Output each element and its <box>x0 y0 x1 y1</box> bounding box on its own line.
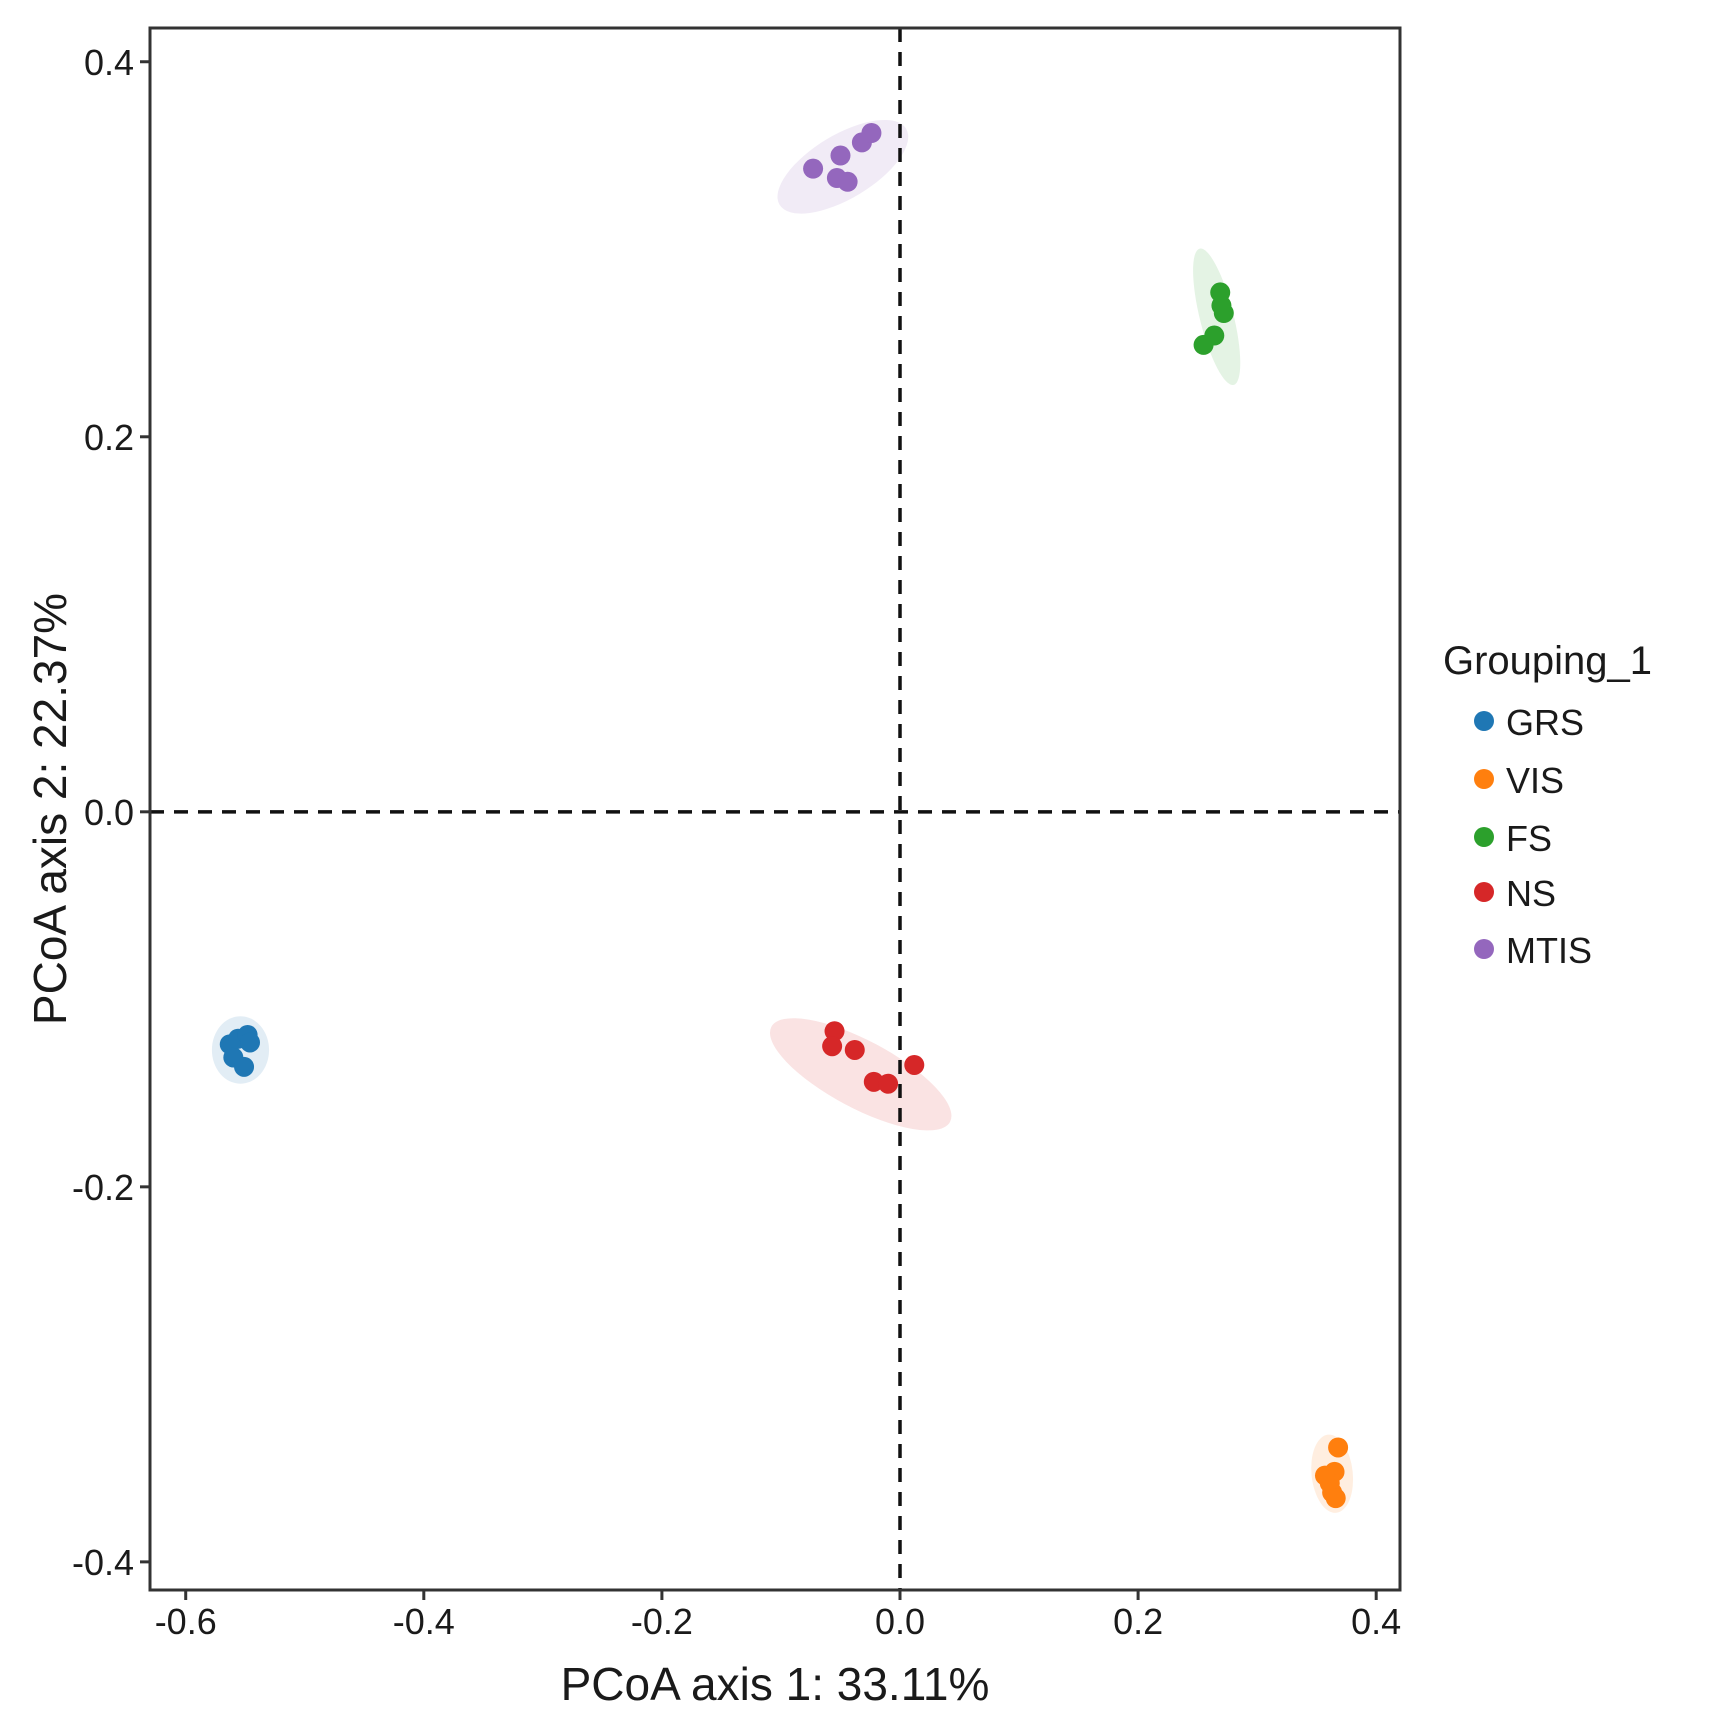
point-ns-5 <box>878 1073 899 1094</box>
data-points <box>219 123 1349 1509</box>
legend-label-mtis: MTIS <box>1506 930 1592 971</box>
y-axis-title: PCoA axis 2: 22.37% <box>24 593 76 1025</box>
point-ns-1 <box>824 1021 845 1042</box>
legend-title: Grouping_1 <box>1443 639 1652 683</box>
reference-lines <box>150 28 1400 1590</box>
point-fs-5 <box>1193 334 1214 355</box>
confidence-ellipses <box>211 119 1354 1513</box>
legend-key-mtis <box>1474 939 1494 959</box>
y-tick-label: 0.0 <box>84 792 134 833</box>
y-tick-label: -0.2 <box>72 1167 134 1208</box>
point-mtis-4 <box>837 171 858 192</box>
plot-frame <box>148 26 1402 1592</box>
x-tick-label: -0.2 <box>631 1601 693 1642</box>
legend: Grouping_1 GRS VIS FS NS MTIS <box>1443 639 1652 971</box>
legend-items: GRS VIS FS NS MTIS <box>1474 702 1592 971</box>
x-axis-title: PCoA axis 1: 33.11% <box>561 1658 990 1710</box>
x-tick-label: -0.6 <box>155 1601 217 1642</box>
legend-label-fs: FS <box>1506 818 1552 859</box>
x-tick-label: 0.2 <box>1113 1601 1163 1642</box>
point-mtis-2 <box>830 145 851 166</box>
y-tick-label: 0.2 <box>84 417 134 458</box>
legend-key-fs <box>1474 827 1494 847</box>
point-vis-1 <box>1328 1437 1349 1458</box>
point-mtis-1 <box>803 158 824 179</box>
y-axis: -0.4 -0.2 0.0 0.2 0.4 <box>72 42 150 1583</box>
x-tick-label: -0.4 <box>393 1601 455 1642</box>
x-axis: -0.6 -0.4 -0.2 0.0 0.2 0.4 <box>155 1590 1401 1642</box>
x-tick-label: 0.0 <box>875 1601 925 1642</box>
y-tick-label: -0.4 <box>72 1542 134 1583</box>
legend-label-vis: VIS <box>1506 760 1564 801</box>
legend-label-grs: GRS <box>1506 702 1584 743</box>
point-vis-4 <box>1315 1465 1335 1486</box>
ellipse-ns <box>769 1018 952 1131</box>
x-tick-label: 0.4 <box>1351 1601 1401 1642</box>
point-vis-6 <box>1325 1488 1346 1509</box>
legend-label-ns: NS <box>1506 873 1556 914</box>
legend-key-ns <box>1474 882 1494 902</box>
point-grs-4 <box>234 1056 255 1077</box>
point-ns-6 <box>904 1054 925 1075</box>
legend-key-grs <box>1474 711 1494 731</box>
point-ns-2 <box>822 1036 843 1057</box>
ellipse-mtis <box>777 119 909 214</box>
point-fs-3 <box>1213 303 1234 324</box>
point-grs-6 <box>240 1032 260 1053</box>
y-tick-label: 0.4 <box>84 42 134 83</box>
point-mtis-6 <box>861 123 882 144</box>
legend-key-vis <box>1474 769 1494 789</box>
point-ns-3 <box>844 1039 865 1060</box>
